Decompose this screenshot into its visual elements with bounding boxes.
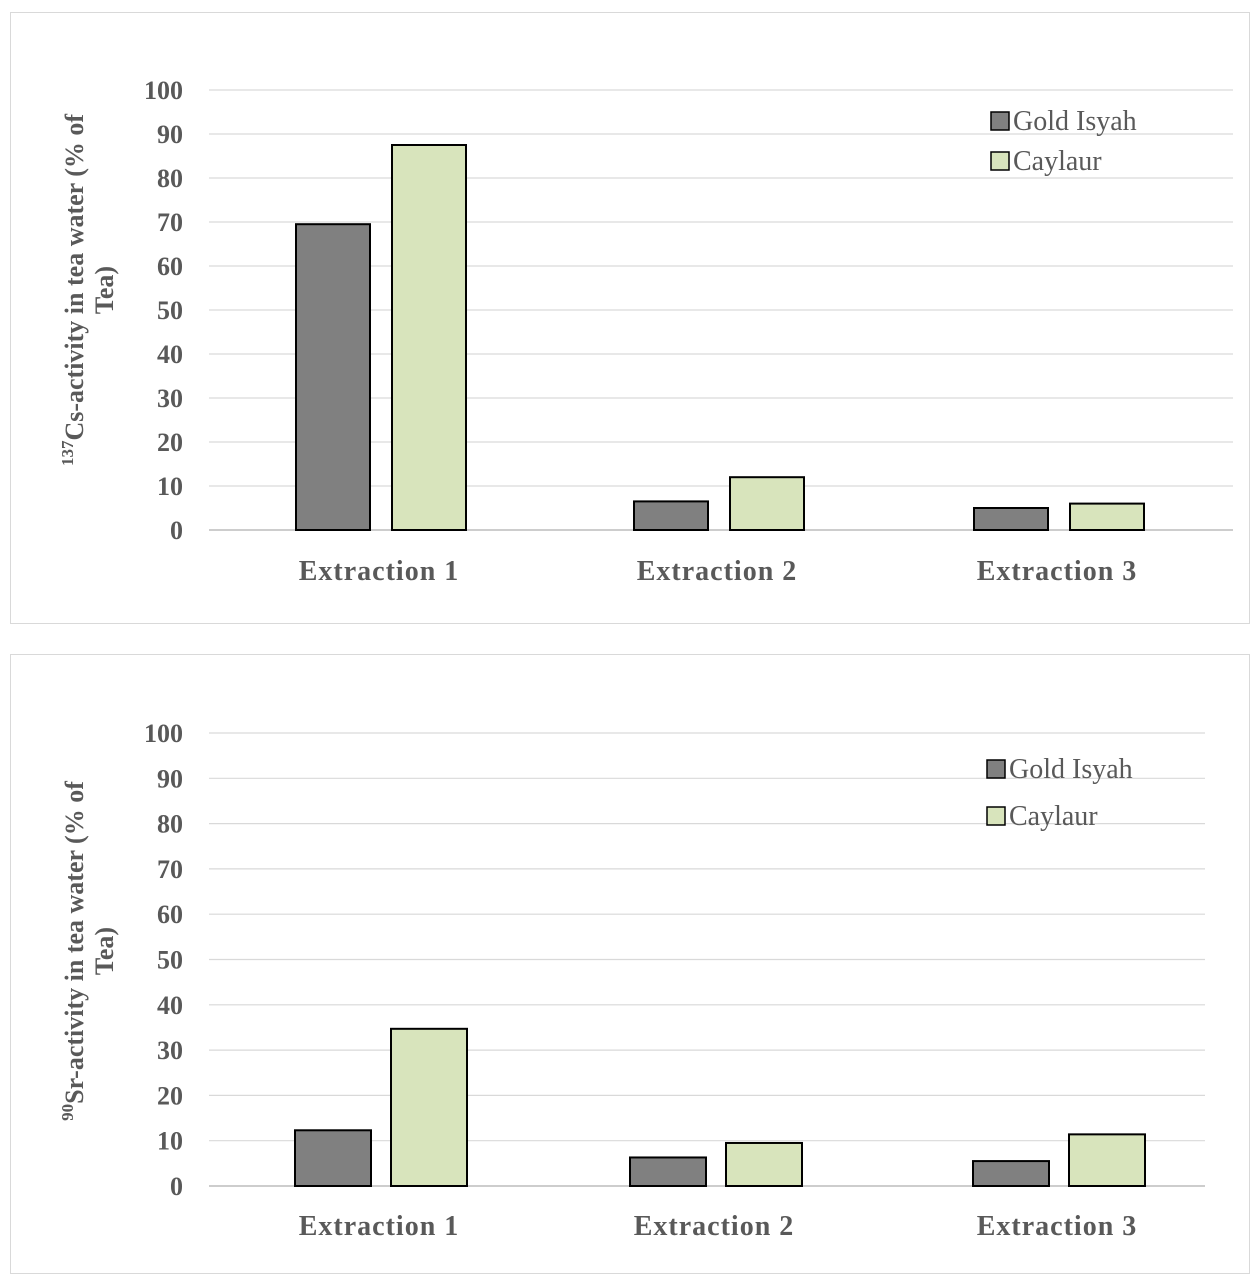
legend-swatch [990, 151, 1010, 171]
y-axis-title-text: Sr-activity in tea water (% of [60, 781, 89, 1104]
legend-label: Caylaur [1009, 801, 1098, 832]
y-tick-label: 80 [157, 810, 183, 839]
y-tick-label: 90 [157, 120, 183, 149]
y-tick-label: 30 [157, 384, 183, 413]
bar-gold-isyah-3 [972, 1160, 1050, 1187]
y-axis-title-line1: 90Sr-activity in tea water (% of [58, 781, 89, 1121]
legend-swatch [986, 806, 1006, 826]
legend-swatch [990, 111, 1010, 131]
bar-gold-isyah-2 [633, 500, 709, 531]
bar-gold-isyah-2 [629, 1156, 707, 1187]
legend-swatch [986, 759, 1006, 779]
y-tick-label: 0 [170, 516, 183, 545]
y-tick-label: 20 [157, 428, 183, 457]
category-label: Extraction 3 [977, 1211, 1138, 1242]
cs137-bar-chart: 0 10 20 30 40 50 60 70 80 90 100 Extraction 1 Extrac… [58, 76, 1233, 587]
bar-caylaur-2 [729, 476, 805, 532]
y-tick-label: 70 [157, 855, 183, 884]
y-tick-label: 100 [144, 719, 183, 748]
category-label: Extraction 2 [634, 1211, 795, 1242]
y-tick-label: 90 [157, 764, 183, 793]
y-tick-label: 80 [157, 164, 183, 193]
bar-gold-isyah-3 [973, 507, 1049, 531]
category-label: Extraction 2 [637, 556, 798, 587]
y-axis-title-superscript: 137 [58, 440, 77, 466]
y-tick-label: 50 [157, 296, 183, 325]
y-tick-label: 10 [157, 472, 183, 501]
category-label: Extraction 3 [977, 556, 1138, 587]
y-tick-label: 40 [157, 991, 183, 1020]
bar-caylaur-1 [390, 1027, 468, 1187]
sr90-bar-chart: 0 10 20 30 40 50 60 70 80 90 100 Extraction 1 Extrac… [58, 719, 1205, 1242]
legend-label: Caylaur [1013, 146, 1102, 177]
bar-caylaur-3 [1068, 1133, 1146, 1187]
legend-label: Gold Isyah [1009, 754, 1133, 785]
category-label: Extraction 1 [299, 1211, 460, 1242]
bar-gold-isyah-1 [295, 223, 371, 531]
sr90-chart-panel: 0 10 20 30 40 50 60 70 80 90 100 Extraction 1 Extrac… [10, 654, 1250, 1274]
y-tick-label: 100 [144, 76, 183, 105]
bar-gold-isyah-1 [294, 1129, 372, 1188]
y-tick-label: 20 [157, 1081, 183, 1110]
y-tick-label: 60 [157, 252, 183, 281]
y-tick-label: 60 [157, 900, 183, 929]
y-tick-label: 30 [157, 1036, 183, 1065]
y-tick-label: 0 [170, 1172, 183, 1201]
y-tick-label: 50 [157, 946, 183, 975]
y-tick-label: 10 [157, 1127, 183, 1156]
bar-caylaur-3 [1069, 502, 1145, 532]
bar-caylaur-1 [391, 144, 467, 531]
y-tick-label: 40 [157, 340, 183, 369]
y-axis-title-text: Cs-activity in tea water (% of [60, 114, 89, 441]
legend-label: Gold Isyah [1013, 106, 1137, 137]
y-axis-title-line1: 137Cs-activity in tea water (% of [58, 114, 89, 466]
bar-caylaur-2 [725, 1141, 803, 1187]
category-label: Extraction 1 [299, 556, 460, 587]
y-axis-title-superscript: 90 [58, 1104, 77, 1121]
y-axis-title-line2: Tea) [90, 266, 119, 314]
y-tick-label: 70 [157, 208, 183, 237]
cs137-chart-panel: 0 10 20 30 40 50 60 70 80 90 100 Extraction 1 Extrac… [10, 12, 1250, 624]
y-axis-title-line2: Tea) [90, 927, 119, 975]
